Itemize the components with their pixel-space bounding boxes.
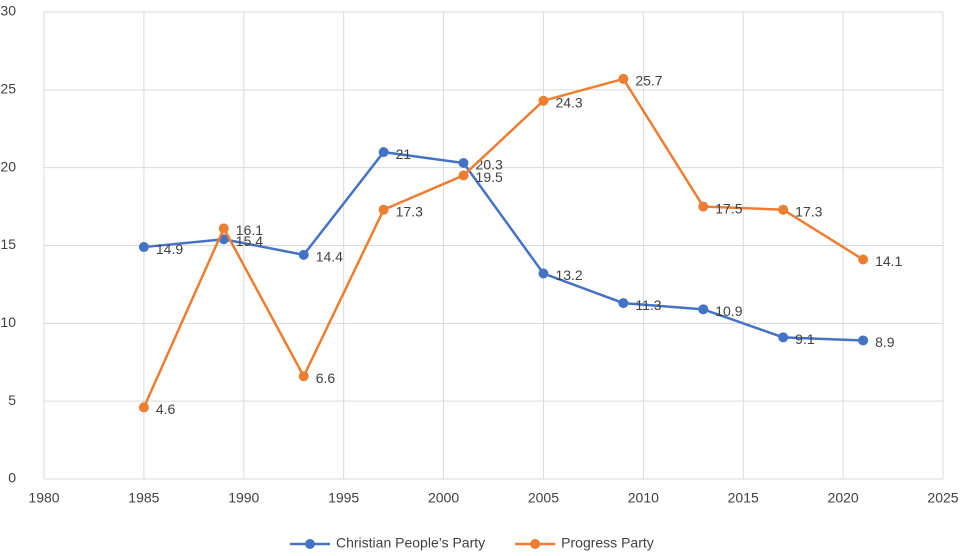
data-point (458, 170, 469, 181)
data-point (298, 371, 309, 382)
data-point (698, 201, 709, 212)
y-tick-label: 10 (0, 314, 16, 330)
data-point (378, 147, 389, 158)
data-point (298, 249, 309, 260)
data-label: 14.1 (875, 253, 902, 269)
x-tick-label: 2005 (528, 490, 559, 506)
data-point (138, 242, 149, 253)
data-point (538, 95, 549, 106)
data-label: 15.4 (236, 233, 263, 249)
data-label: 11.3 (635, 297, 661, 313)
x-tick-label: 1985 (128, 490, 159, 506)
data-point (218, 223, 229, 234)
y-tick-label: 25 (0, 81, 16, 97)
x-tick-label: 1995 (328, 490, 359, 506)
data-label: 14.4 (316, 249, 343, 265)
data-label: 9.1 (795, 331, 815, 347)
x-tick-label: 2025 (927, 490, 958, 506)
data-label: 4.6 (156, 401, 176, 417)
data-label: 13.2 (555, 267, 582, 283)
y-tick-label: 5 (8, 392, 16, 408)
data-point (618, 73, 629, 84)
data-point (698, 304, 709, 315)
series-line (143, 150, 864, 342)
data-label: 10.9 (715, 303, 742, 319)
data-label: 8.9 (875, 334, 895, 350)
x-tick-label: 1980 (28, 490, 59, 506)
x-tick-label: 2020 (828, 490, 859, 506)
data-point (538, 268, 549, 279)
y-tick-label: 20 (0, 158, 16, 174)
data-label: 17.3 (396, 203, 423, 219)
y-tick-label: 30 (0, 3, 16, 19)
y-tick-label: 0 (8, 470, 16, 486)
x-tick-label: 1990 (228, 490, 259, 506)
data-label: 17.5 (715, 200, 742, 216)
legend-label: Progress Party (561, 535, 654, 551)
data-label: 6.6 (316, 370, 336, 386)
data-label: 21 (396, 146, 412, 162)
data-point (458, 157, 469, 168)
legend-label: Christian People’s Party (336, 535, 485, 551)
x-tick-label: 2010 (628, 490, 659, 506)
data-point (778, 332, 789, 343)
x-tick-label: 2000 (428, 490, 459, 506)
data-label: 17.3 (795, 203, 822, 219)
legend-swatch-marker (305, 539, 315, 549)
data-point (858, 254, 869, 265)
x-tick-label: 2015 (728, 490, 759, 506)
series-line (142, 77, 864, 408)
legend-swatch-marker (530, 539, 541, 549)
data-label: 25.7 (635, 73, 662, 89)
data-label: 20.3 (476, 157, 503, 173)
data-label: 24.3 (555, 94, 582, 110)
data-label: 14.9 (156, 241, 183, 257)
data-point (858, 335, 869, 346)
data-point (618, 298, 629, 309)
data-point (138, 402, 149, 413)
data-point (378, 204, 389, 215)
data-point (778, 204, 789, 215)
data-label: 19.5 (476, 169, 503, 185)
data-label: 16.1 (236, 222, 263, 238)
y-tick-label: 15 (0, 236, 16, 252)
